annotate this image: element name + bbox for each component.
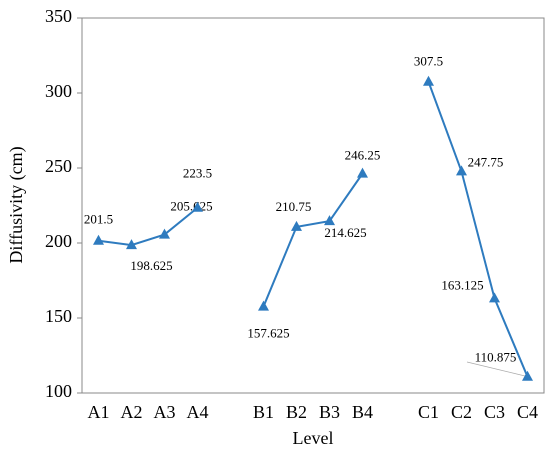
data-label: 307.5 xyxy=(414,54,443,69)
marker xyxy=(192,201,203,212)
marker xyxy=(126,239,137,250)
x-tick-label: B1 xyxy=(253,402,274,422)
data-label: 214.625 xyxy=(324,225,366,240)
x-tick-label: C2 xyxy=(451,402,472,422)
series-line xyxy=(427,81,529,378)
y-tick-label: 250 xyxy=(45,156,72,176)
data-label: 223.5 xyxy=(183,166,212,181)
marker xyxy=(423,75,434,86)
marker xyxy=(93,234,104,245)
x-tick-label: A1 xyxy=(88,402,110,422)
leader-line xyxy=(466,361,526,377)
y-tick-label: 350 xyxy=(45,6,72,26)
series-line xyxy=(98,206,199,247)
x-tick-label: C4 xyxy=(517,402,538,422)
x-tick-label: A2 xyxy=(121,402,143,422)
y-tick-label: 200 xyxy=(45,231,72,251)
y-axis-label: Diffusivity (cm) xyxy=(6,146,27,263)
data-label: 247.75 xyxy=(468,154,504,169)
data-label: 163.125 xyxy=(441,277,483,292)
x-tick-label: B2 xyxy=(286,402,307,422)
marker xyxy=(159,228,170,239)
x-tick-label: A4 xyxy=(187,402,209,422)
y-tick-label: 100 xyxy=(45,381,72,401)
data-label: 205.625 xyxy=(170,199,212,214)
y-tick-label: 300 xyxy=(45,81,72,101)
marker xyxy=(258,300,269,311)
x-tick-label: C1 xyxy=(418,402,439,422)
x-tick-label: B4 xyxy=(352,402,373,422)
marker xyxy=(522,370,533,381)
plot-frame xyxy=(81,17,545,394)
marker xyxy=(291,220,302,231)
x-tick-label: C3 xyxy=(484,402,505,422)
data-label: 201.5 xyxy=(84,212,113,227)
x-tick-label: B3 xyxy=(319,402,340,422)
x-axis-label: Level xyxy=(293,428,334,448)
data-label: 157.625 xyxy=(247,326,289,341)
data-label: 110.875 xyxy=(475,350,517,365)
marker xyxy=(489,292,500,303)
marker xyxy=(324,215,335,226)
x-tick-label: A3 xyxy=(154,402,176,422)
series-line xyxy=(262,173,364,307)
data-label: 198.625 xyxy=(130,258,172,273)
data-label: 210.75 xyxy=(276,199,312,214)
marker xyxy=(357,167,368,178)
data-label: 246.25 xyxy=(345,148,381,163)
marker xyxy=(456,165,467,176)
y-tick-label: 150 xyxy=(45,306,72,326)
